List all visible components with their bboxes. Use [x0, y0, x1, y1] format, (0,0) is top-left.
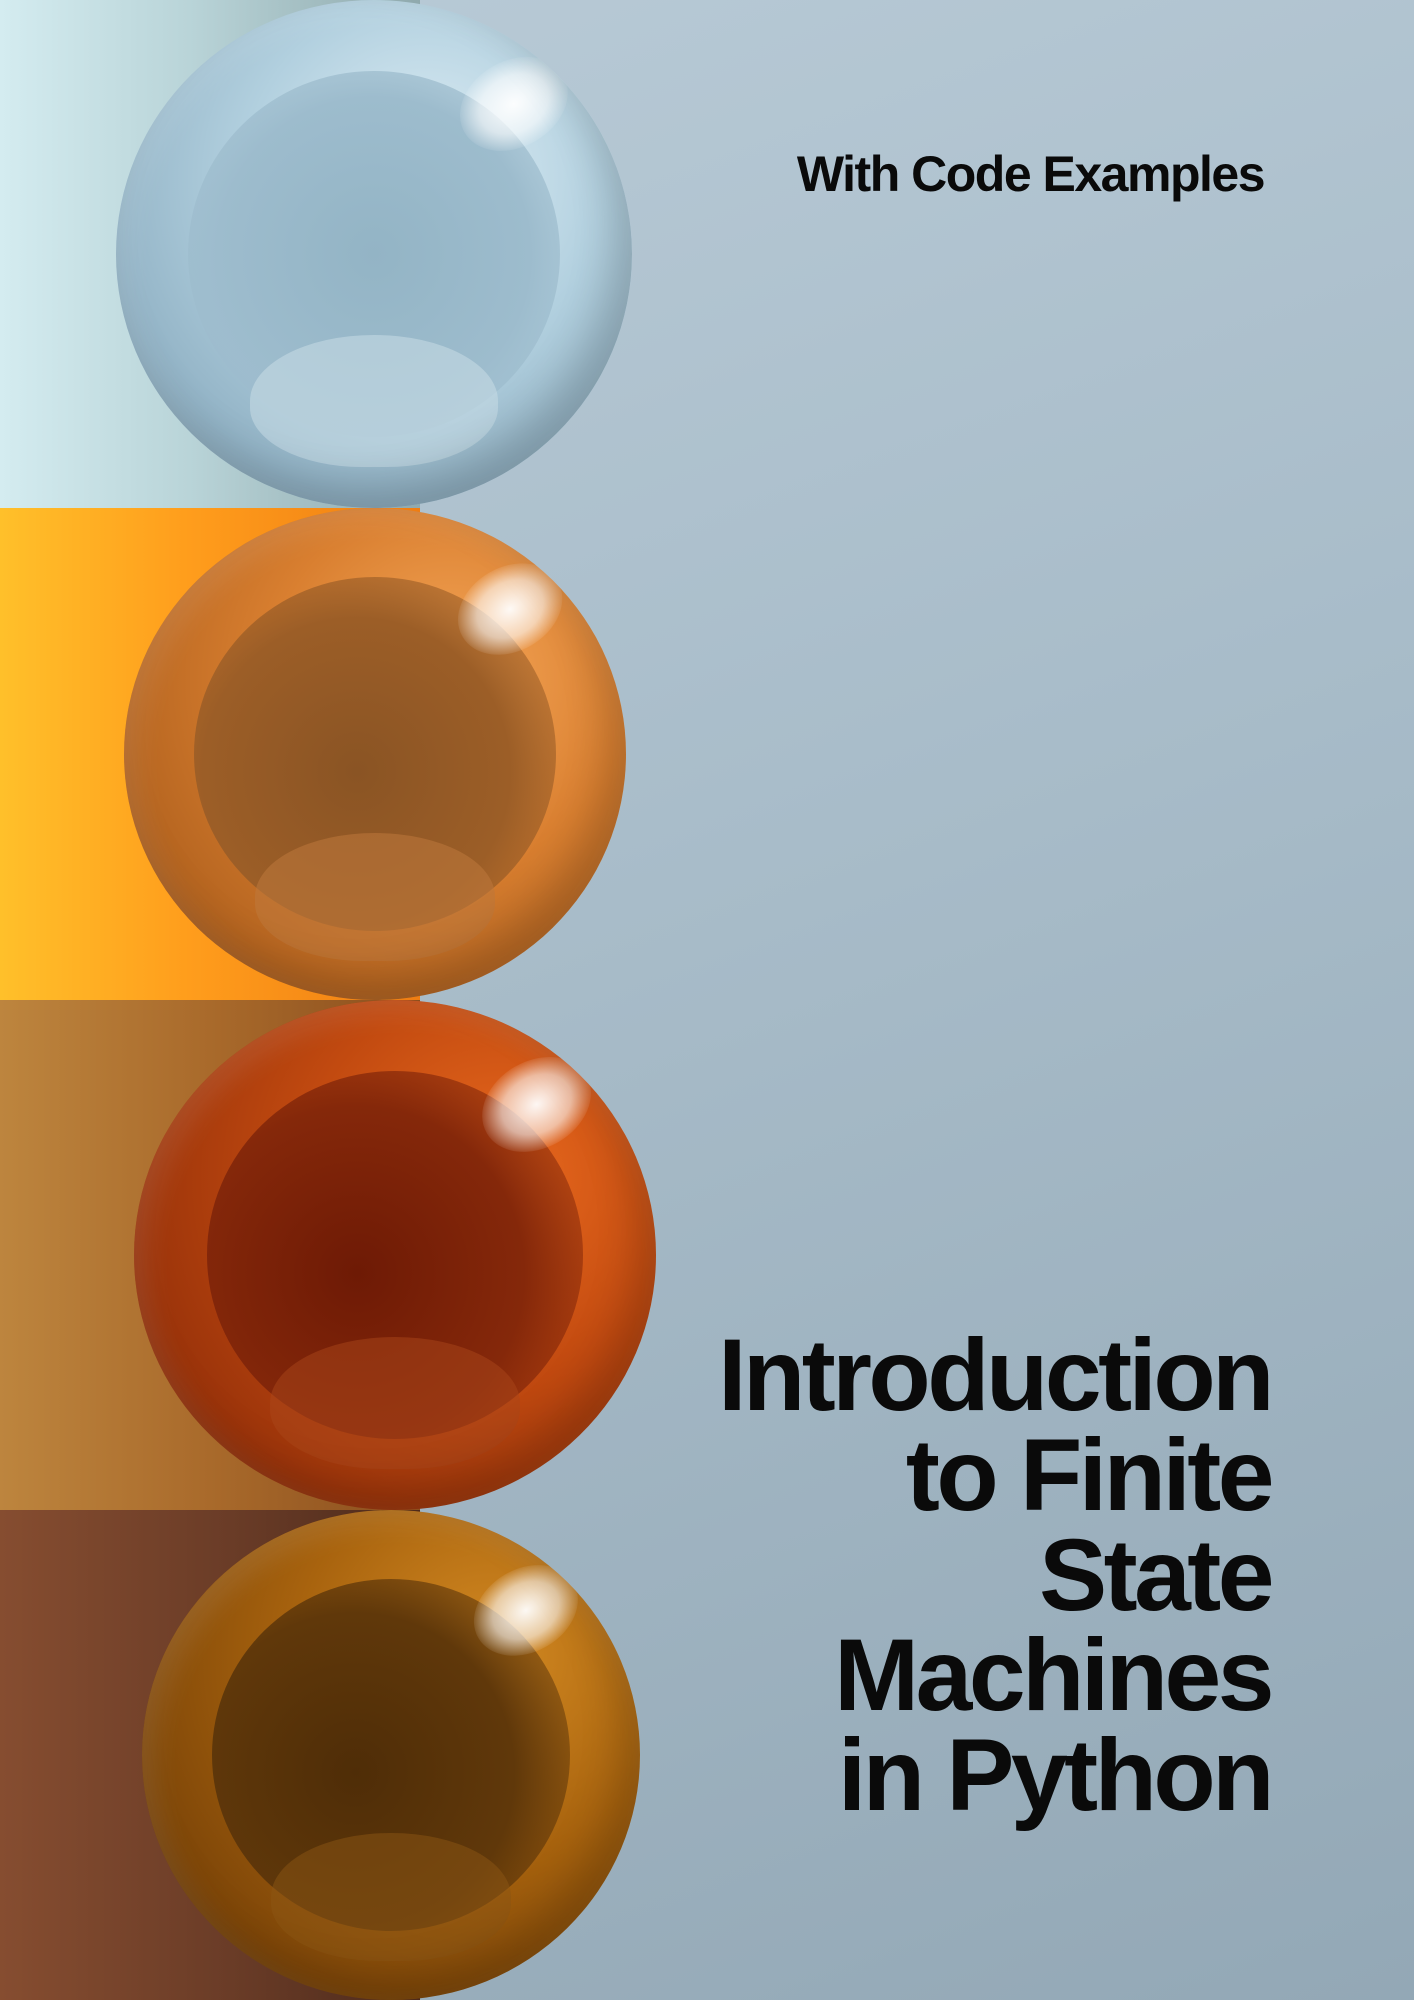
- cover-title: Introduction to Finite State Machines in…: [718, 1318, 1275, 1832]
- title-line: State: [1039, 1518, 1274, 1632]
- sphere-orange: [124, 508, 626, 1000]
- title-line: Machines: [834, 1618, 1274, 1732]
- title-line: Introduction: [718, 1318, 1274, 1432]
- sphere-red-orange: [134, 1000, 656, 1510]
- sphere-light-blue: [116, 0, 632, 508]
- sphere-amber-brown: [142, 1510, 640, 2000]
- cover-subtitle: With Code Examples: [796, 146, 1266, 202]
- title-line: in Python: [837, 1718, 1275, 1832]
- title-line: to Finite: [905, 1418, 1275, 1532]
